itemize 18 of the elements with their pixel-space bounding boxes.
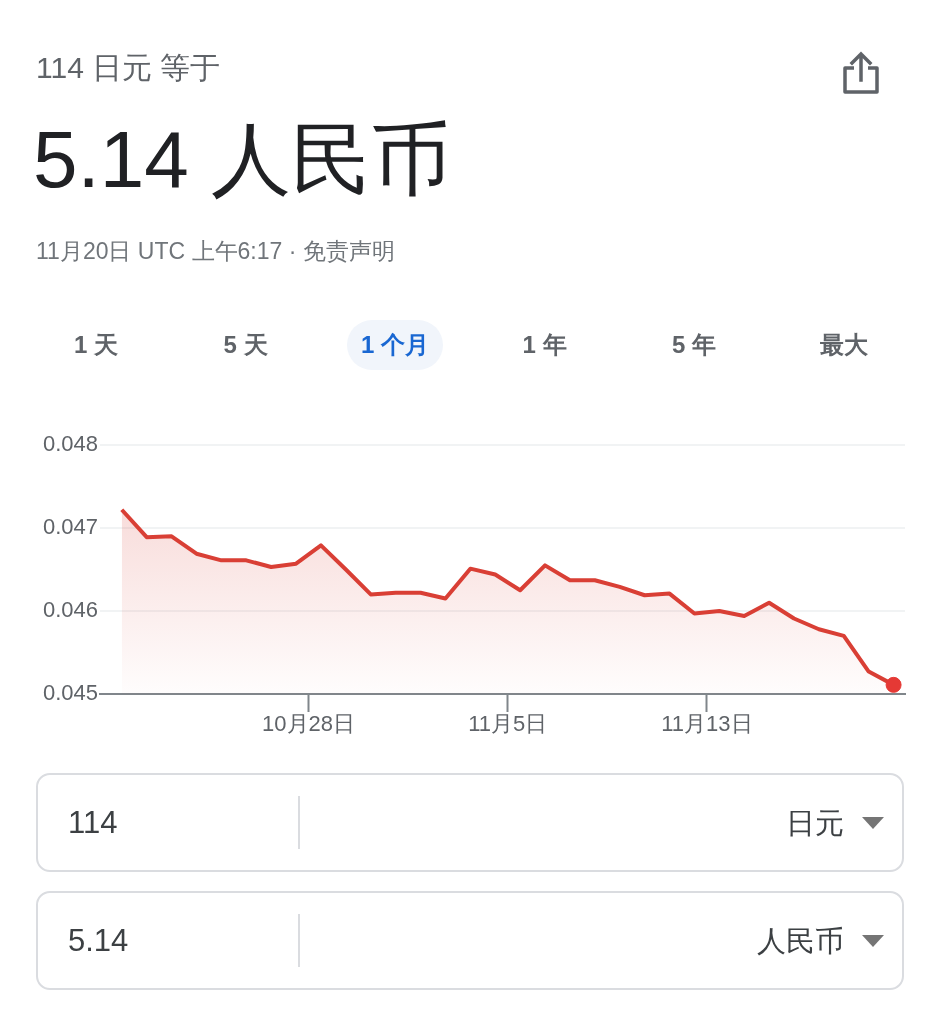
y-tick-label: 0.045: [42, 680, 98, 706]
x-tick-label: 11月5日: [468, 711, 548, 737]
converter-field: 5.14 人民币: [36, 891, 904, 990]
text: 5 天: [223, 331, 268, 359]
chart-subtitle: 114 日元 等于: [36, 50, 221, 86]
text: 最大: [819, 331, 868, 359]
text: 1 天: [73, 331, 119, 359]
chart-title: 5.14 人民币: [33, 114, 451, 206]
y-tick-label: 0.048: [42, 431, 98, 457]
y-tick-label: 0.046: [42, 597, 98, 623]
x-tick-label: 10月28日: [262, 711, 355, 737]
text: 1 年: [522, 331, 567, 359]
text: 11月20日 UTC 上午6:17 · 免责声明: [36, 237, 395, 266]
text: 1 个月: [360, 331, 430, 359]
x-tick-label: 11月13日: [661, 711, 753, 737]
text: 5 年: [671, 331, 717, 359]
y-tick-label: 0.047: [42, 514, 98, 540]
converter-field: 114 日元: [36, 773, 904, 872]
